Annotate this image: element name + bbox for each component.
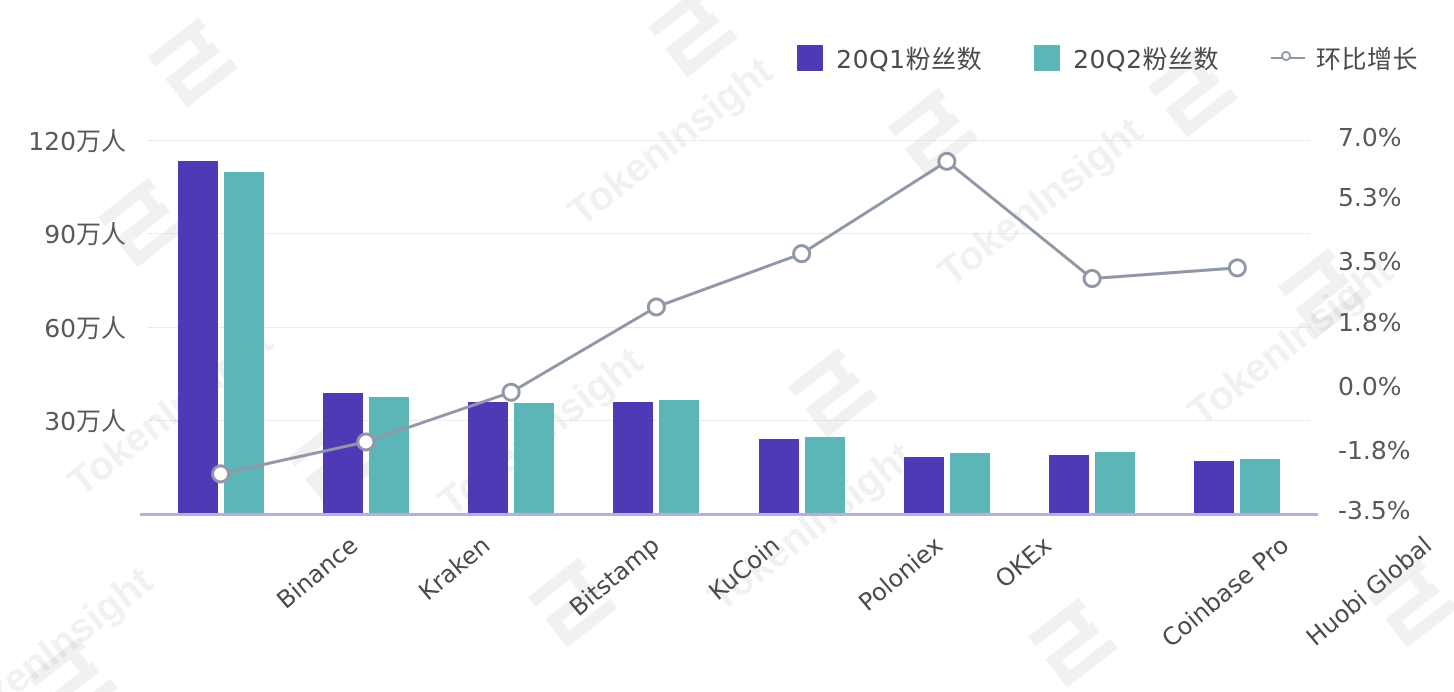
- bar-q1[interactable]: [1194, 461, 1235, 513]
- legend-swatch-icon: [797, 45, 824, 71]
- y-axis-tick-left: 90万人: [44, 220, 126, 250]
- bar-q1[interactable]: [1049, 455, 1090, 513]
- gridline: [148, 326, 1310, 328]
- x-axis-tick-label: Huobi Global: [1301, 531, 1438, 652]
- legend-line-marker-icon: [1270, 48, 1305, 68]
- x-axis-tick-label: Bitstamp: [564, 531, 665, 622]
- y-axis-tick-right: -1.8%: [1338, 435, 1411, 465]
- y-axis-tick-right: 3.5%: [1338, 247, 1402, 277]
- x-axis-tick-label: OKEx: [989, 531, 1057, 594]
- y-axis-tick-right: 7.0%: [1338, 123, 1402, 152]
- bar-q1[interactable]: [613, 402, 654, 513]
- bar-q2[interactable]: [1095, 452, 1136, 513]
- bar-q2[interactable]: [949, 453, 990, 513]
- growth-line-marker[interactable]: [937, 151, 957, 171]
- watermark-logo: [24, 624, 133, 692]
- growth-line-path: [220, 159, 1238, 476]
- legend-growth[interactable]: 环比增长: [1270, 40, 1418, 76]
- x-axis-tick-label: KuCoin: [703, 531, 786, 606]
- bar-q1[interactable]: [177, 160, 218, 513]
- y-axis-tick-right: 1.8%: [1338, 307, 1402, 337]
- bar-q1[interactable]: [322, 393, 363, 513]
- bar-q2[interactable]: [368, 397, 409, 513]
- bar-q2[interactable]: [223, 172, 264, 513]
- watermark-logo: [1024, 584, 1133, 692]
- chart-legend: 20Q1粉丝数 20Q2粉丝数 环比增长: [0, 40, 1454, 76]
- bar-q2[interactable]: [514, 402, 555, 513]
- legend-label: 环比增长: [1315, 45, 1418, 74]
- y-axis-tick-right: 5.3%: [1338, 183, 1402, 213]
- y-axis-tick-left: 120万人: [28, 127, 126, 156]
- growth-line-marker[interactable]: [356, 432, 376, 452]
- gridline: [148, 419, 1310, 421]
- legend-label: 20Q2粉丝数: [1073, 45, 1219, 74]
- legend-swatch-icon: [1034, 45, 1061, 71]
- y-axis-tick-left: 60万人: [44, 313, 126, 343]
- bar-q1[interactable]: [758, 439, 799, 513]
- plot-area: [140, 140, 1318, 516]
- legend-label: 20Q1粉丝数: [836, 45, 983, 74]
- bar-q2[interactable]: [1240, 458, 1281, 513]
- x-axis-tick-label: Binance: [271, 531, 363, 615]
- x-axis-tick-label: Kraken: [413, 531, 496, 607]
- x-axis-tick-label: Coinbase Pro: [1156, 531, 1295, 653]
- growth-line-marker[interactable]: [1082, 269, 1102, 289]
- y-axis-tick-right: 0.0%: [1338, 371, 1402, 401]
- gridline: [148, 233, 1310, 235]
- bar-q2[interactable]: [804, 437, 845, 513]
- growth-line-marker[interactable]: [646, 297, 666, 317]
- y-axis-tick-left: 30万人: [44, 406, 126, 436]
- growth-line-marker[interactable]: [501, 382, 521, 402]
- watermark-text: TokenInsight: [0, 558, 161, 692]
- growth-line-marker[interactable]: [211, 464, 231, 484]
- legend-q2[interactable]: 20Q2粉丝数: [1034, 40, 1219, 76]
- bar-q1[interactable]: [903, 457, 944, 513]
- y-axis-tick-right: -3.5%: [1338, 496, 1411, 525]
- x-axis-tick-label: Poloniex: [853, 531, 948, 617]
- bar-q2[interactable]: [659, 400, 700, 513]
- x-axis-line: [140, 513, 1318, 516]
- bar-q1[interactable]: [468, 402, 509, 513]
- growth-line-marker[interactable]: [1227, 258, 1247, 278]
- growth-line-series: [211, 151, 1247, 484]
- growth-line-marker[interactable]: [792, 244, 812, 264]
- gridline: [148, 140, 1310, 141]
- legend-q1[interactable]: 20Q1粉丝数: [797, 40, 982, 76]
